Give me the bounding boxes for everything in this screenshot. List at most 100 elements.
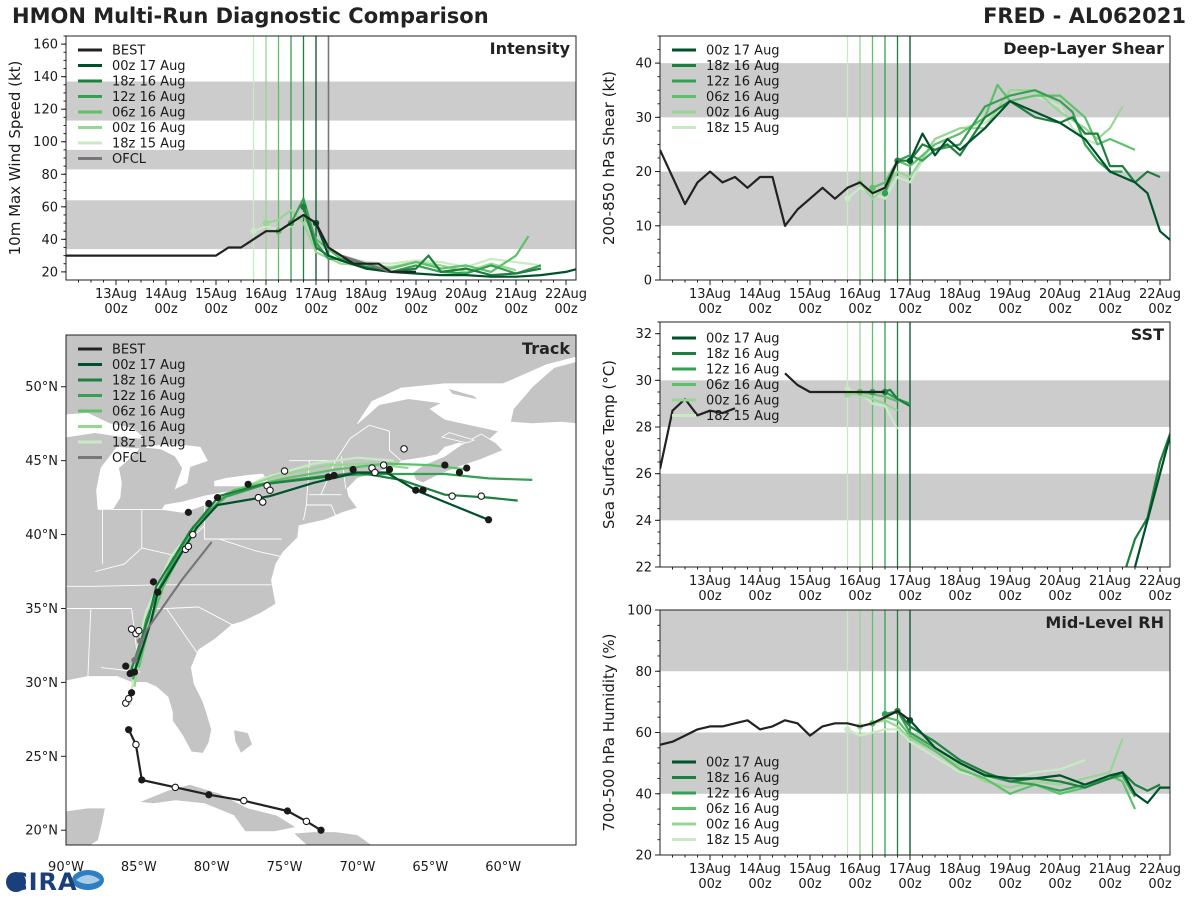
y-tick-label: 26: [635, 467, 652, 482]
init-point: [300, 203, 307, 210]
series-line-00z-17-aug: [909, 99, 1170, 242]
x-tick-label-date: 18Aug: [939, 862, 981, 877]
x-tick-label-date: 18Aug: [939, 287, 981, 302]
x-tick-label-date: 22Aug: [1139, 574, 1181, 589]
x-tick-label-hour: 00z: [104, 302, 128, 317]
lat-tick-label: 35°N: [25, 602, 58, 617]
track-marker-filled: [154, 588, 162, 596]
x-tick-label-date: 22Aug: [1139, 287, 1181, 302]
sst-panel: 22242628303213Aug00z14Aug00z15Aug00z16Au…: [600, 321, 1181, 604]
x-tick-label-date: 18Aug: [939, 574, 981, 589]
boundary-line: [66, 584, 158, 587]
x-tick-label-date: 20Aug: [1039, 862, 1081, 877]
y-tick-label: 40: [635, 787, 652, 802]
x-tick-label-date: 13Aug: [95, 287, 137, 302]
boundary-line: [340, 456, 347, 489]
x-tick-label-hour: 00z: [304, 302, 328, 317]
y-tick-label: 80: [41, 168, 58, 183]
land-mass: [66, 335, 576, 754]
legend-label: 00z 16 Aug: [112, 420, 186, 435]
x-tick-label-hour: 00z: [998, 877, 1022, 892]
x-tick-label-hour: 00z: [948, 589, 972, 604]
legend-label: 18z 16 Aug: [706, 771, 780, 786]
logo-graphic: [6, 870, 104, 892]
x-tick-label-hour: 00z: [1148, 589, 1172, 604]
x-tick-label-hour: 00z: [354, 302, 378, 317]
track-marker-open: [448, 492, 456, 500]
lon-tick-label: 85°W: [121, 860, 157, 875]
land-mass: [66, 807, 106, 845]
plot-area: [660, 610, 1170, 855]
series-line-00z-17-aug: [314, 222, 576, 278]
track-marker-open: [184, 542, 193, 551]
shear-panel: 01020304013Aug00z14Aug00z15Aug00z16Aug00…: [600, 35, 1181, 317]
legend-label: 00z 16 Aug: [112, 121, 186, 136]
series-line-00z-16-aug: [265, 209, 517, 273]
series-line-06z-16-aug: [872, 83, 1136, 189]
lake: [96, 446, 140, 510]
x-tick-label-hour: 00z: [554, 302, 578, 317]
plot-area: [660, 36, 1170, 280]
track-marker-open: [132, 740, 140, 749]
lon-tick-label: 80°W: [194, 860, 230, 875]
legend-label: 00z 17 Aug: [112, 59, 186, 74]
series-line-00z-17-aug: [909, 719, 1170, 805]
y-axis-label: Sea Surface Temp (°C): [600, 360, 618, 529]
logo-globe-icon: [6, 872, 26, 892]
track-marker-filled: [412, 486, 420, 494]
track-marker-open: [266, 486, 274, 494]
intensity-panel: 2040608010012014016013Aug00z14Aug00z15Au…: [6, 35, 587, 317]
x-tick-label-hour: 00z: [748, 589, 772, 604]
legend-label: BEST: [112, 44, 145, 59]
lake: [146, 443, 208, 490]
x-tick-label-date: 21Aug: [1089, 862, 1131, 877]
track-marker-filled: [283, 807, 292, 815]
init-point: [250, 228, 257, 235]
y-tick-label: 24: [635, 514, 652, 529]
track-marker-filled: [184, 508, 192, 516]
x-tick-label-date: 20Aug: [445, 287, 487, 302]
track-marker-filled: [317, 826, 325, 834]
map-area: [66, 335, 576, 845]
panel-title: SST: [1131, 325, 1164, 344]
track-marker-open: [280, 467, 289, 475]
y-tick-label: 60: [41, 200, 58, 215]
y-tick-label: 0: [644, 274, 652, 289]
track-marker-filled: [330, 471, 338, 480]
legend-label: 00z 17 Aug: [112, 358, 186, 373]
x-tick-label-hour: 00z: [404, 302, 428, 317]
track-marker-open: [189, 530, 197, 539]
legend-label: OFCL: [112, 451, 147, 466]
lat-tick-label: 20°N: [25, 824, 58, 839]
track-marker-open: [477, 492, 486, 500]
init-point: [844, 726, 851, 733]
x-tick-label-date: 13Aug: [689, 287, 731, 302]
track-marker-filled: [463, 464, 471, 472]
x-tick-label-hour: 00z: [798, 589, 822, 604]
y-tick-label: 120: [33, 103, 58, 118]
track-marker-filled: [205, 791, 213, 799]
legend-label: OFCL: [112, 152, 147, 167]
init-point: [869, 184, 876, 192]
track-marker-filled: [127, 689, 136, 697]
rh-panel: 2040608010013Aug00z14Aug00z15Aug00z16Aug…: [600, 604, 1181, 893]
x-tick-label-date: 19Aug: [989, 287, 1031, 302]
track-marker-open: [135, 626, 143, 635]
panel-title: Track: [522, 339, 570, 358]
track-marker-filled: [149, 578, 158, 586]
x-tick-label-hour: 00z: [748, 302, 772, 317]
lon-tick-label: 65°W: [412, 860, 448, 875]
track-marker-filled: [244, 480, 252, 488]
x-tick-label-hour: 00z: [1048, 589, 1072, 604]
track-marker-open: [254, 493, 263, 502]
ofcl-marker: [131, 657, 138, 664]
y-tick-label: 100: [33, 135, 58, 150]
x-tick-label-hour: 00z: [848, 302, 872, 317]
track-marker-filled: [122, 662, 130, 670]
x-tick-label-hour: 00z: [1048, 877, 1072, 892]
cira-logo: CIRA: [4, 866, 114, 898]
boundary-line: [90, 608, 140, 668]
track-marker-open: [379, 461, 388, 469]
